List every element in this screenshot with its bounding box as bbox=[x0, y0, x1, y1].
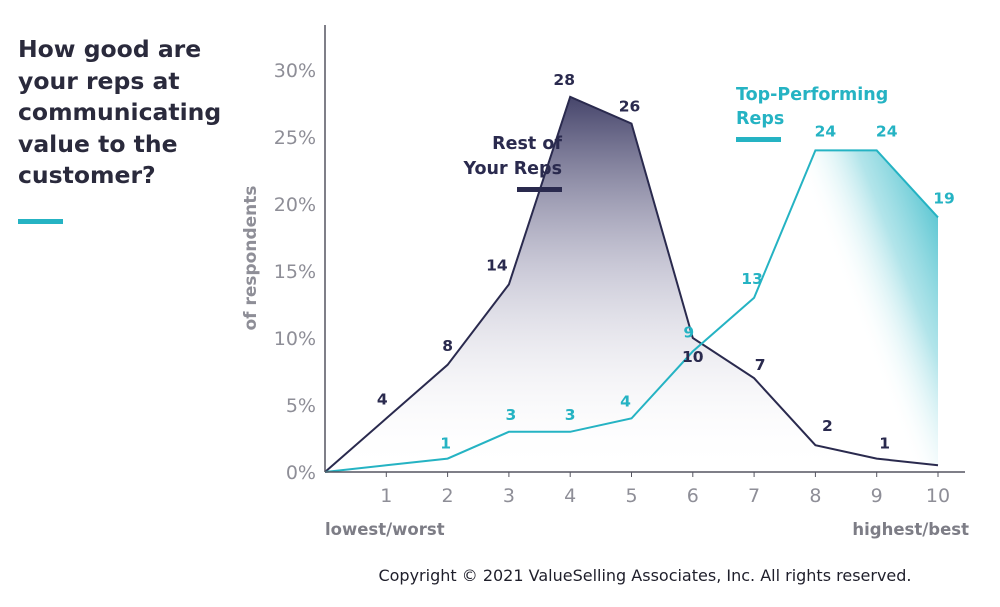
legend-rest-swatch bbox=[517, 187, 562, 192]
data-label-top: 24 bbox=[876, 122, 898, 140]
x-axis-right-label: highest/best bbox=[852, 520, 969, 539]
chart-title: How good are your reps at communicating … bbox=[18, 35, 222, 189]
data-label-top: 19 bbox=[933, 189, 955, 207]
y-tick-label: 20% bbox=[274, 194, 316, 216]
data-label-rest: 2 bbox=[822, 417, 833, 435]
x-tick-label: 1 bbox=[380, 485, 392, 507]
x-tick-label: 9 bbox=[871, 485, 883, 507]
legend-rest: Rest of Your Reps bbox=[462, 134, 562, 192]
data-label-rest: 8 bbox=[442, 337, 453, 355]
data-label-top: 24 bbox=[815, 122, 837, 140]
y-tick-label: 10% bbox=[274, 328, 316, 350]
data-label-top: 3 bbox=[565, 406, 576, 424]
data-label-rest: 26 bbox=[619, 98, 641, 116]
data-label-top: 3 bbox=[506, 406, 517, 424]
data-label-rest: 7 bbox=[755, 356, 766, 374]
x-tick-label: 3 bbox=[503, 485, 515, 507]
data-label-rest: 14 bbox=[486, 256, 508, 274]
title-accent-rule bbox=[18, 219, 63, 224]
y-tick-label: 15% bbox=[274, 261, 316, 283]
data-label-top: 4 bbox=[620, 392, 631, 410]
data-label-rest: 4 bbox=[377, 390, 388, 408]
x-axis-left-label: lowest/worst bbox=[325, 520, 445, 539]
x-tick-label: 4 bbox=[564, 485, 576, 507]
legend-rest-label-line1: Rest of bbox=[492, 134, 562, 154]
legend-top-swatch bbox=[736, 137, 781, 142]
y-tick-label: 25% bbox=[274, 127, 316, 149]
y-tick-label: 0% bbox=[286, 462, 316, 484]
data-label-rest: 10 bbox=[682, 348, 704, 366]
data-label-top: 13 bbox=[741, 270, 763, 288]
line-rest-of-reps bbox=[324, 95, 939, 473]
legend-top: Top-Performing Reps bbox=[736, 85, 888, 142]
area-top-performing-reps bbox=[748, 150, 938, 466]
legend-top-label-line1: Top-Performing bbox=[736, 85, 888, 105]
legend-rest-label-line2: Your Reps bbox=[462, 159, 562, 179]
x-tick-label: 6 bbox=[687, 485, 699, 507]
x-tick-label: 10 bbox=[926, 485, 950, 507]
x-tick-label: 5 bbox=[625, 485, 637, 507]
x-tick-label: 7 bbox=[748, 485, 760, 507]
area-rest-of-reps bbox=[325, 96, 938, 473]
copyright-notice: Copyright © 2021 ValueSelling Associates… bbox=[378, 566, 912, 585]
legend-top-label-line2: Reps bbox=[736, 109, 784, 129]
x-tick-label: 8 bbox=[809, 485, 821, 507]
line-top-performing-reps bbox=[324, 149, 939, 473]
data-label-rest: 28 bbox=[553, 71, 575, 89]
x-tick-label: 2 bbox=[442, 485, 454, 507]
y-tick-label: 30% bbox=[274, 60, 316, 82]
data-label-top: 1 bbox=[440, 435, 451, 453]
y-axis-label: of respondents bbox=[241, 185, 261, 330]
y-tick-label: 5% bbox=[286, 395, 316, 417]
data-label-rest: 1 bbox=[879, 435, 890, 453]
data-label-top: 9 bbox=[683, 323, 694, 341]
